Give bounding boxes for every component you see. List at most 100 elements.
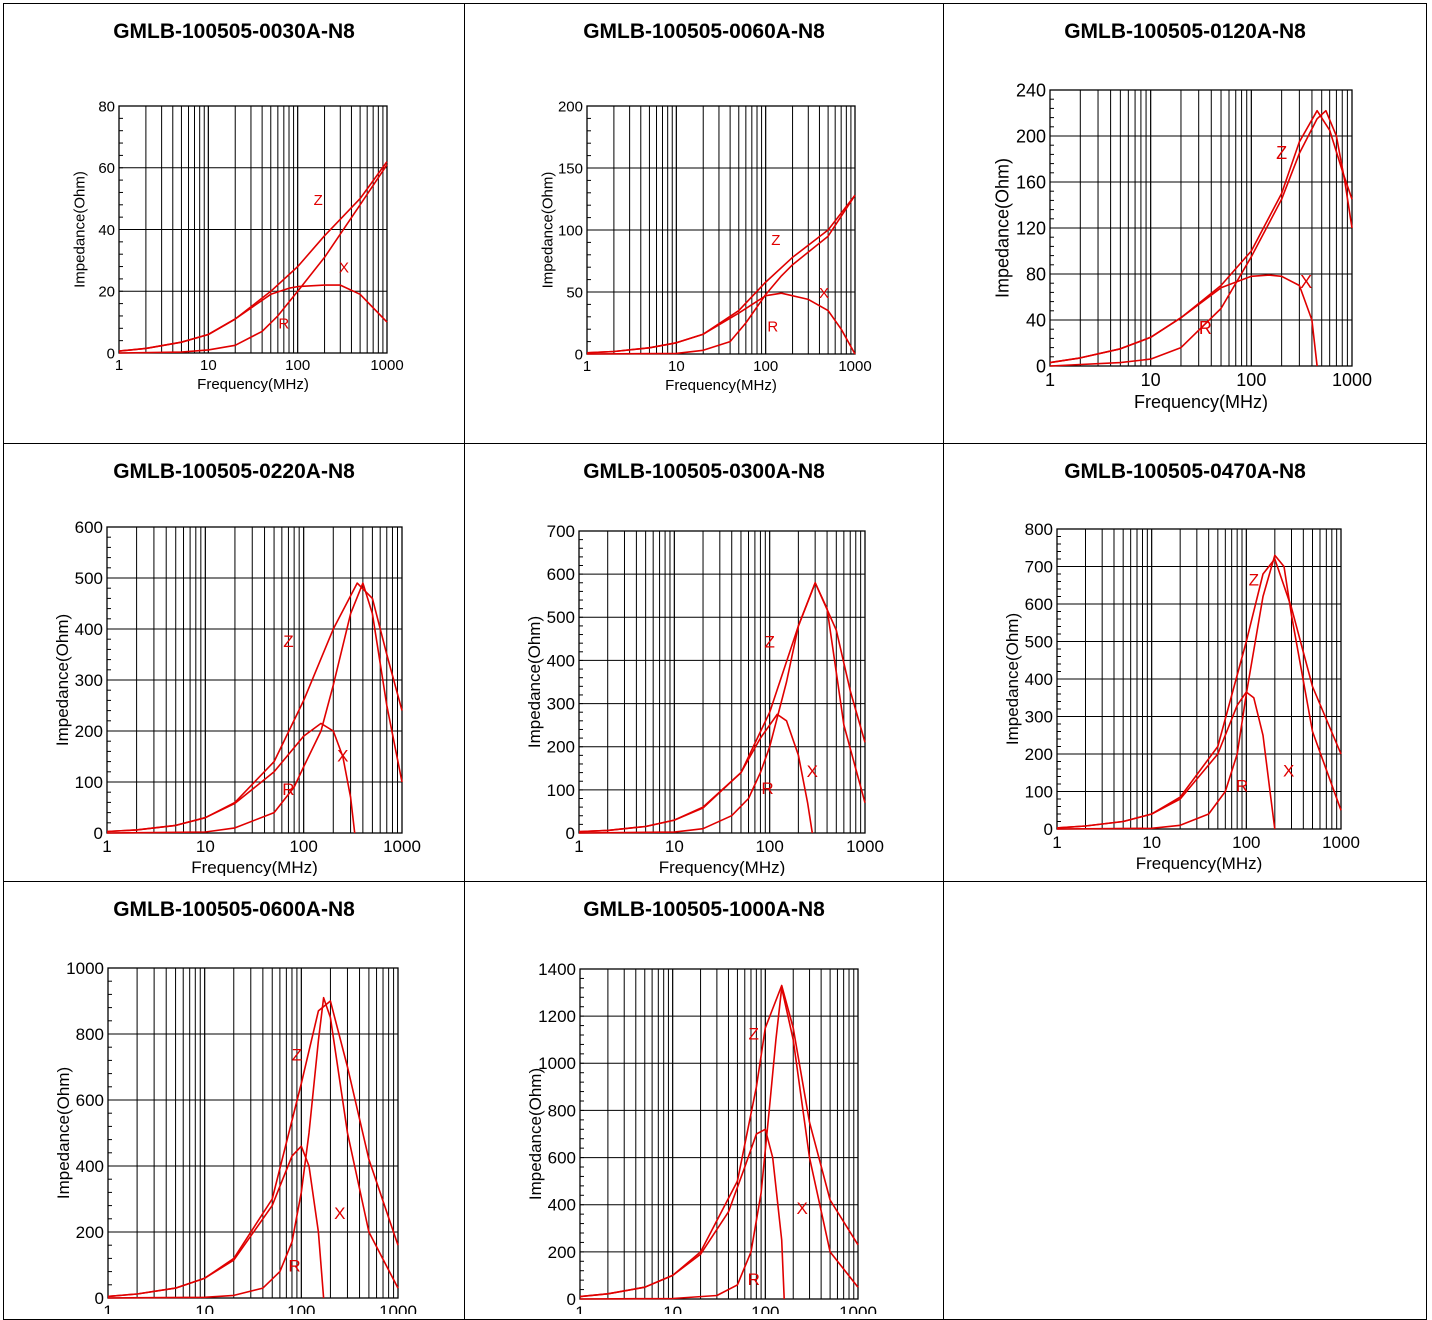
y-tick-label: 600 [76,1091,104,1110]
impedance-chart-0220: 0 100 200 300 400 500 600 1 10 100 1000 Frequency(M… [53,518,421,877]
y-tick-label: 300 [1025,707,1053,726]
y-tick-label: 0 [107,345,115,362]
y-axis-label: Impedance(Ohm) [72,171,89,288]
y-axis-label: Impedance(Ohm) [1003,613,1022,745]
curve-label-R: R [761,779,773,798]
y-tick-label: 400 [75,620,103,639]
impedance-chart-0030: 0 20 40 60 80 1 10 100 1000 Frequency(MHz) Impedan… [72,98,404,393]
chart-title: GMLB-100505-0120A-N8 [1064,20,1306,43]
y-tick-label: 200 [1016,126,1046,146]
x-tick-label: 1000 [1322,833,1360,852]
chart-cell-4: GMLB-100505-0220A-N8 0 100 200 300 400 500 600… [3,443,465,882]
x-tick-label: 1 [574,837,583,856]
x-tick-label: 1 [102,837,111,856]
series-R-curve [586,194,856,355]
y-axis-label: Impedance(Ohm) [993,158,1013,298]
x-tick-label: 100 [753,358,778,375]
chart-title: GMLB-100505-0300A-N8 [583,460,825,483]
plot-frame [579,968,859,1300]
curve-label-X: X [334,1204,345,1223]
x-tick-label: 100 [1232,833,1260,852]
x-tick-label: 1000 [839,1303,877,1314]
x-tick-label: 10 [663,1303,682,1314]
curve-label-R: R [1199,318,1212,338]
series-X-curve [586,292,856,355]
series-R-curve [1056,554,1342,830]
y-tick-label: 1000 [538,1054,576,1073]
y-tick-label: 400 [548,1196,576,1215]
chart-title: GMLB-100505-0060A-N8 [583,20,825,43]
y-tick-label: 20 [98,284,115,301]
y-tick-label: 700 [1025,557,1053,576]
y-tick-label: 400 [1025,670,1053,689]
series-X-curve [106,722,356,834]
curve-label-X: X [1300,272,1312,292]
x-axis-label: Frequency(MHz) [197,376,309,393]
y-tick-label: 500 [75,569,103,588]
y-tick-label: 600 [75,518,103,537]
y-tick-label: 80 [98,98,115,115]
curve-label-Z: Z [1276,143,1287,163]
curve-label-Z: Z [764,632,774,651]
y-tick-label: 800 [548,1101,576,1120]
x-axis-label: Frequency(MHz) [665,377,777,394]
curve-label-R: R [748,1270,760,1289]
y-tick-label: 700 [547,522,575,541]
y-tick-label: 120 [1016,218,1046,238]
series-Z-curve [579,984,859,1298]
series-R-curve [579,987,859,1300]
y-tick-label: 1400 [538,960,576,979]
curve-label-R: R [288,1257,300,1276]
y-tick-label: 300 [75,671,103,690]
curve-label-X: X [1283,762,1294,781]
y-axis-label: Impedance(Ohm) [53,614,72,746]
y-tick-label: 0 [567,1290,576,1309]
series-R-curve [106,582,403,834]
curve-label-Z: Z [292,1045,302,1064]
chart-title: GMLB-100505-1000A-N8 [583,898,825,921]
chart-cell-empty [943,881,1427,1320]
impedance-chart-0470: 0 100 200 300 400 500 600 700 800 1 10 100 1000 Frequ… [1003,520,1360,873]
y-tick-label: 240 [1016,80,1046,100]
chart-cell-8: GMLB-100505-1000A-N8 0 200 400 600 800 1000 12… [464,881,944,1320]
x-tick-label: 1 [1045,370,1055,390]
x-tick-label: 1000 [370,357,403,374]
x-tick-label: 10 [200,357,217,374]
y-tick-label: 800 [76,1025,104,1044]
series-Z-curve [586,194,856,354]
x-axis-label: Frequency(MHz) [659,858,786,876]
curve-label-Z: Z [283,632,293,651]
curve-label-R: R [767,319,778,336]
chart-cell-6: GMLB-100505-0470A-N8 0 100 200 300 400 500 600… [943,443,1427,882]
y-tick-label: 100 [1025,782,1053,801]
y-tick-label: 0 [1044,820,1053,839]
x-tick-label: 10 [1141,370,1161,390]
impedance-chart-1000: 02004006008001000120014001101001000Frequ… [526,960,877,1320]
y-tick-label: 1000 [66,959,104,978]
y-tick-label: 150 [558,160,583,177]
y-tick-label: 100 [547,781,575,800]
curve-label-Z: Z [771,232,780,249]
curve-label-R: R [278,315,289,332]
chart-cell-7: GMLB-100505-0600A-N8 0 200 400 600 800 1000 1 1… [3,881,465,1320]
series-Z-curve [106,582,403,833]
y-tick-label: 80 [1026,264,1046,284]
curve-label-X: X [807,762,818,781]
y-tick-label: 40 [1026,310,1046,330]
y-tick-label: 0 [1036,356,1046,376]
y-tick-label: 200 [1025,745,1053,764]
impedance-chart-0600: 020040060080010001101001000Frequency(MHz… [54,959,417,1320]
y-axis-label: Impedance(Ohm) [540,172,557,289]
x-tick-label: 1000 [838,358,871,375]
y-tick-label: 400 [547,651,575,670]
series-X-curve [579,1128,785,1300]
plot-frame [1056,528,1342,830]
series-Z-curve [578,582,866,833]
x-tick-label: 1 [115,357,123,374]
series-X-curve [578,713,814,834]
x-axis-label: Frequency(MHz) [191,858,318,876]
y-tick-label: 0 [566,824,575,843]
series-Z-curve [107,1000,399,1298]
x-tick-label: 100 [751,1303,779,1314]
y-tick-label: 200 [558,98,583,115]
